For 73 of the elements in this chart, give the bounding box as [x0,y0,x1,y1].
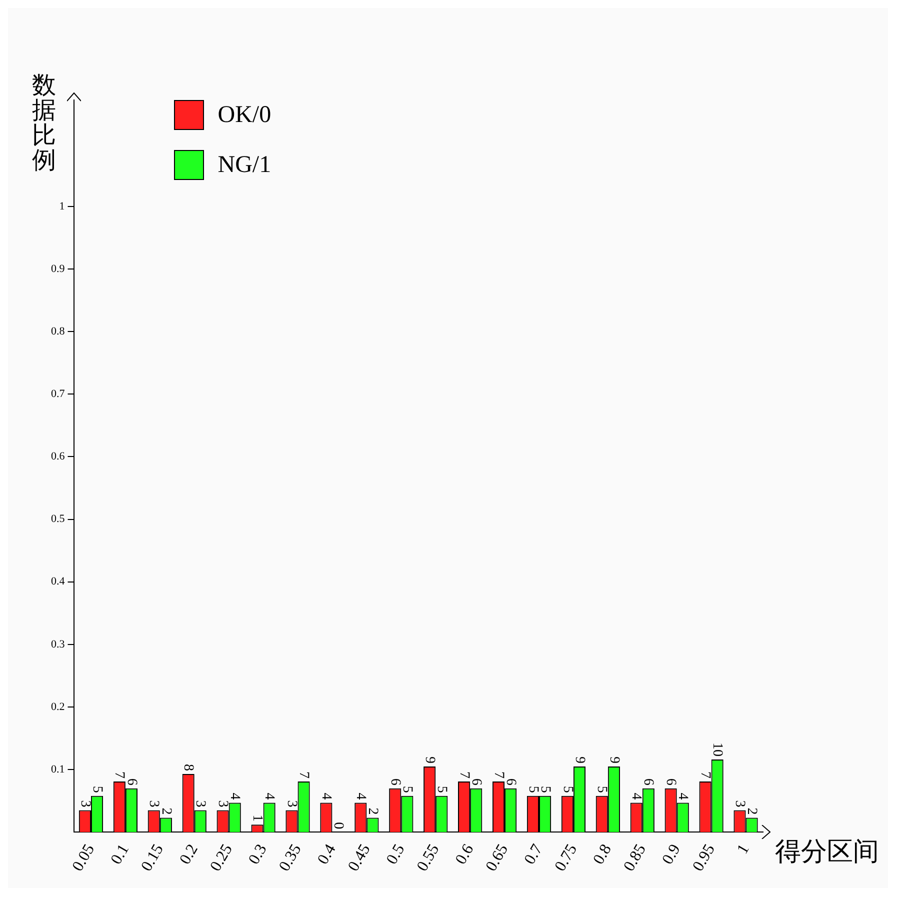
annotation: 5 [89,786,104,793]
x-tick-label: 0.85 [620,842,650,874]
annotation: 3 [732,800,748,808]
y-tick-label: 0.9 [51,262,66,275]
x-tick-label: 0.4 [314,842,340,868]
y-tick-label: 0.3 [51,638,66,650]
y-tick-label: 0.6 [51,450,66,463]
annotation: 4 [352,792,368,800]
y-tick-label: 0.1 [51,763,65,776]
legend-label: OK/0 [218,102,272,128]
x-tick-label: 0.1 [108,842,133,868]
legend-label: NG/1 [218,152,272,178]
x-tick-label: 0.9 [659,842,684,868]
annotation: 4 [628,792,644,800]
annotation: 2 [158,808,174,815]
annotation: 3 [284,800,300,808]
annotation: 0 [330,822,346,830]
y-tick-label: 0.2 [51,700,65,713]
annotation: 3 [192,800,208,808]
annotation: 2 [744,808,760,815]
annotation: 5 [400,786,415,793]
x-tick-label: 0.5 [384,842,408,868]
x-tick-label: 0.8 [590,842,616,868]
annotation: 6 [640,778,656,786]
annotation: 5 [594,786,610,793]
annotation: 7 [698,771,713,778]
x-axis-title: 得分区间 [775,836,879,868]
y-tick-label: 1 [59,200,65,212]
x-tick-label: 0.35 [276,842,305,874]
x-tick-label: 0.45 [345,842,374,874]
annotation: 3 [215,800,230,808]
annotation: 1 [250,814,265,822]
y-tick-label: 0.8 [51,325,66,338]
annotation: 5 [525,786,540,793]
annotation: 8 [180,764,196,771]
x-tick-label: 0.75 [552,842,581,874]
annotation: 4 [318,792,334,800]
annotation: 7 [490,771,506,778]
annotation: 7 [456,771,472,778]
annotation: 5 [560,786,575,793]
annotation: 7 [112,771,127,778]
annotation: 6 [124,778,139,786]
x-tick-label: 0.95 [690,842,718,874]
x-tick-label: 0.2 [176,842,202,868]
annotation: 4 [227,792,242,800]
y-tick-label: 0.4 [51,576,66,588]
y-tick-label: 0.5 [51,513,66,526]
annotation: 6 [663,778,678,786]
annotation: 3 [77,800,92,808]
annotation: 6 [468,778,484,786]
x-tick-label: 0.6 [452,842,478,868]
x-tick-label: 0.25 [207,842,236,874]
annotation: 5 [434,786,449,793]
x-tick-label: 0.15 [138,842,168,874]
annotation: 6 [387,778,402,786]
annotation: 9 [572,756,587,764]
y-tick-label: 0.7 [51,388,66,400]
annotation: 4 [675,792,690,800]
x-tick-label: 0.55 [414,842,443,874]
x-tick-label: 1 [734,842,753,857]
annotation: 9 [422,756,437,764]
x-tick-label: 0.65 [482,842,512,874]
annotation: 3 [146,800,162,808]
annotation: 7 [296,771,312,778]
annotation: 10 [710,742,725,757]
x-tick-label: 0.3 [246,842,270,868]
annotation: 4 [262,792,277,800]
x-tick-label: 0.05 [69,842,98,874]
y-axis-title: 数据比例 [32,73,57,174]
x-tick-label: 0.7 [521,842,546,868]
annotation: 2 [365,808,380,815]
annotation: 6 [502,778,518,786]
annotation: 9 [606,756,622,764]
